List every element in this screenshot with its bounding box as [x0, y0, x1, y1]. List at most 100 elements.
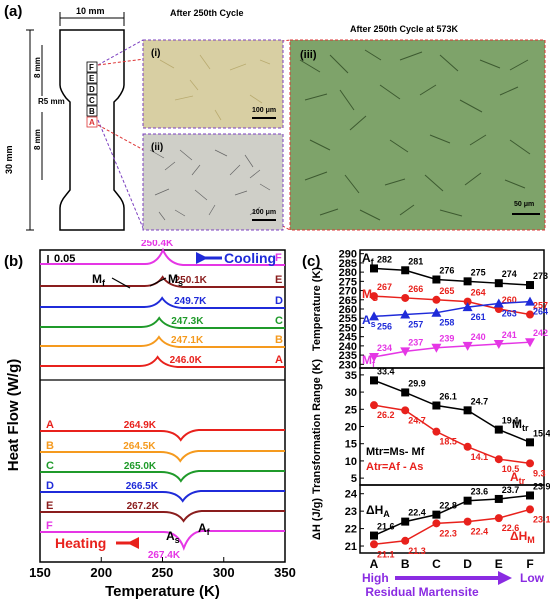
data-label-af: 275 [471, 267, 486, 277]
y-tick-label: 20 [345, 422, 357, 434]
cooling-curve-d [40, 296, 285, 309]
legend-as: As [362, 313, 376, 329]
y-tick-label: 270 [339, 286, 357, 298]
point-atr [432, 427, 441, 436]
data-label-δha: 23.7 [502, 485, 520, 495]
heating-curve-e [40, 510, 285, 523]
category-caption: Residual Martensite [365, 585, 479, 599]
scale-bar-i-label: 100 μm [252, 107, 276, 114]
point-δhm [370, 540, 378, 549]
y-tick-label: 23 [345, 506, 357, 518]
series-line-atr [373, 404, 531, 465]
data-label-atr: 26.2 [377, 410, 395, 420]
data-label-af: 274 [502, 269, 517, 279]
point-af [401, 266, 410, 275]
heating-peak-label-d: 266.5K [126, 481, 159, 492]
category-low-label: Low [520, 571, 545, 585]
point-δhm [494, 514, 503, 523]
y-tick-label: 235 [339, 350, 357, 362]
point-af [370, 264, 378, 273]
data-label-ms: 264 [471, 288, 486, 298]
y-tick-label: 5 [351, 473, 357, 485]
data-label-atr: 24.7 [408, 415, 426, 425]
ms-arrow [149, 277, 167, 287]
mf-arrow [111, 277, 131, 289]
point-δhm [526, 505, 534, 514]
y-tick-label: 255 [339, 313, 357, 325]
spot-label-e: E [89, 74, 95, 83]
y-tick-label: 25 [345, 404, 357, 416]
micrograph-i-label: (i) [151, 48, 160, 59]
cooling-curve-a [40, 355, 285, 368]
leader-line-ii [97, 119, 144, 229]
upper-seg-label: 8 mm [33, 57, 42, 78]
point-ms [432, 295, 441, 304]
cooling-series-label-f: F [275, 252, 282, 264]
point-as [462, 302, 473, 312]
point-af [494, 279, 503, 288]
y-tick-label: 290 [339, 249, 357, 261]
cooling-peak-label-b: 247.1K [171, 335, 204, 346]
series-line-δhm [373, 508, 531, 546]
point-mf [462, 341, 473, 351]
data-label-δhm: 21.3 [408, 546, 426, 556]
micrograph-i [142, 39, 284, 129]
point-atr [370, 401, 378, 410]
panel-a-label: (a) [4, 3, 22, 20]
spot-label-c: C [89, 96, 95, 105]
data-label-atr: 10.5 [502, 464, 520, 474]
cooling-series-label-d: D [275, 295, 283, 307]
scale-bar-iii-label: 50 μm [514, 201, 534, 208]
data-label-δha: 22.4 [408, 508, 426, 518]
mf-annotation: Mf [92, 272, 106, 288]
heating-curve-d [40, 490, 285, 503]
subplot-ylabel-2: Transformation Range (K) [311, 359, 323, 494]
micrograph-title-hot: After 250th Cycle at 573K [350, 24, 459, 34]
point-mtr [432, 401, 441, 410]
data-label-ms: 257 [533, 301, 548, 311]
equation-atr: Atr=Af - As [366, 461, 423, 473]
data-label-mf: 234 [377, 343, 392, 353]
x-tick-label: 250 [152, 565, 174, 580]
series-line-mf [373, 341, 531, 358]
data-label-mf: 240 [471, 332, 486, 342]
data-label-ms: 267 [377, 282, 392, 292]
point-δha [463, 496, 472, 505]
spot-box-c [86, 94, 98, 106]
point-ms [526, 310, 534, 319]
cooling-label: Cooling [224, 250, 276, 266]
heating-series-label-e: E [46, 500, 53, 512]
x-tick-label: 150 [29, 565, 51, 580]
y-tick-label: 260 [339, 304, 357, 316]
trend-chart: (c) 230235240245250255260265270275280285… [302, 249, 550, 599]
data-label-δhm: 23.1 [533, 514, 550, 524]
spot-box-f [86, 61, 98, 73]
point-as [525, 296, 535, 306]
data-label-atr: 18.5 [439, 437, 457, 447]
spot-label-b: B [89, 107, 95, 116]
data-label-δhm: 22.6 [502, 523, 520, 533]
micrograph-title-cycle: After 250th Cycle [170, 8, 244, 18]
cooling-peak-label-c: 247.3K [171, 316, 204, 327]
data-label-as: 261 [471, 312, 486, 322]
legend-dha: ΔHA [366, 503, 390, 519]
data-label-mf: 241 [502, 330, 517, 340]
heating-series-label-d: D [46, 480, 54, 492]
spot-label-d: D [89, 85, 95, 94]
spot-box-e [86, 72, 98, 84]
heating-curve-b [40, 450, 285, 463]
data-label-mtr: 33.4 [377, 366, 395, 376]
point-mtr [494, 425, 503, 434]
series-line-af [373, 267, 531, 286]
category-high-label: High [362, 571, 389, 585]
point-mf [525, 338, 535, 348]
point-atr [463, 442, 472, 451]
series-line-as [373, 300, 531, 318]
data-label-δhm: 22.3 [439, 528, 457, 538]
panel-c-label: (c) [302, 253, 320, 270]
data-label-as: 258 [439, 318, 454, 328]
as-annotation: As [166, 529, 180, 545]
category-label-c: C [432, 557, 441, 571]
